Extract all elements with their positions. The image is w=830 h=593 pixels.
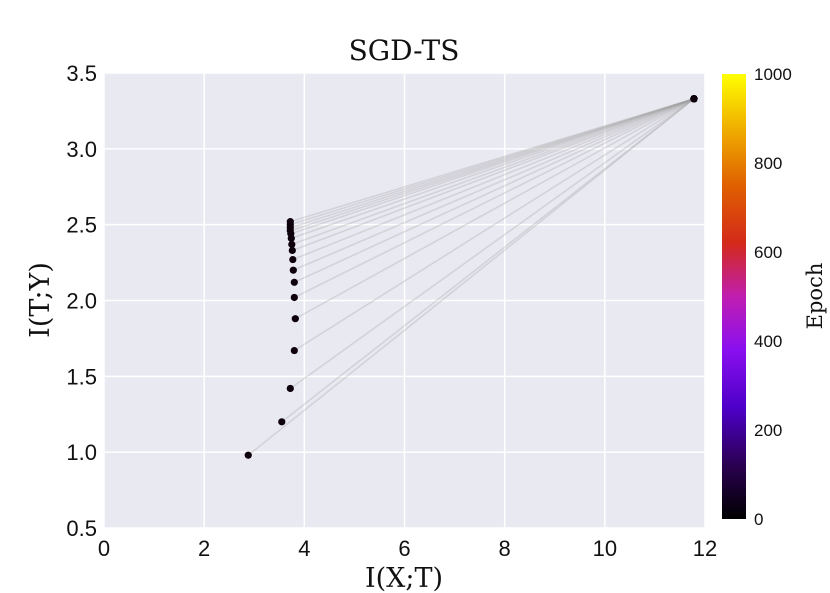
colorbar-tick-label: 1000 xyxy=(754,65,792,84)
x-tick-label: 12 xyxy=(693,536,717,561)
epoch-trajectory-line xyxy=(289,98,695,390)
data-point-hidden xyxy=(290,346,298,355)
colorbar-label: Epoch xyxy=(803,263,827,330)
epoch-trajectory-line xyxy=(290,98,695,232)
data-point-hidden xyxy=(278,418,286,426)
epoch-trajectory-line xyxy=(293,98,695,299)
data-point-output xyxy=(690,95,698,103)
data-point-hidden xyxy=(289,266,297,274)
y-tick-label: 1.5 xyxy=(66,364,97,389)
colorbar-tick-label: 400 xyxy=(754,332,782,351)
y-tick-label: 2.5 xyxy=(66,213,97,238)
x-tick-label: 2 xyxy=(198,536,210,561)
data-point-hidden xyxy=(288,246,296,255)
colorbar-tick-label: 800 xyxy=(754,154,782,173)
y-tick-label: 3.0 xyxy=(66,137,97,162)
colorbar-tick-label: 600 xyxy=(754,243,782,262)
y-axis-label: I(T;Y) xyxy=(25,262,56,338)
epoch-trajectory-line xyxy=(293,98,695,271)
x-tick-labels: 0 2 4 6 8 10 12 xyxy=(98,536,717,561)
colorbar-tick-labels: 0 200 400 600 800 1000 xyxy=(754,65,792,529)
data-point-hidden xyxy=(289,255,297,264)
data-points xyxy=(244,95,698,459)
epoch-trajectory-line xyxy=(293,98,695,284)
data-point-hidden xyxy=(286,384,294,393)
epoch-trajectory-line xyxy=(294,98,695,320)
epoch-trajectory-line xyxy=(281,98,695,423)
epoch-trajectory-line xyxy=(247,98,695,456)
epoch-trajectory-line xyxy=(290,98,695,235)
y-tick-label: 1.0 xyxy=(66,440,97,465)
data-point-hidden xyxy=(290,278,298,286)
colorbar-tick-label: 0 xyxy=(754,510,763,529)
data-point-hidden xyxy=(286,218,294,226)
epoch-trajectory-line xyxy=(290,98,695,229)
x-axis-label: I(X;T) xyxy=(365,563,443,593)
data-point-hidden xyxy=(244,451,252,459)
y-tick-labels: 0.5 1.0 1.5 2.0 2.5 3.0 3.5 xyxy=(66,61,97,541)
epoch-trajectory-line xyxy=(290,98,695,223)
data-point-hidden xyxy=(290,293,298,302)
y-tick-label: 2.0 xyxy=(66,289,97,314)
y-tick-label: 3.5 xyxy=(66,61,97,86)
epoch-trajectory-line xyxy=(292,98,695,252)
colorbar-tick-label: 200 xyxy=(754,421,782,440)
epoch-trajectory-line xyxy=(291,98,695,240)
chart-title: SGD-TS xyxy=(349,34,460,67)
colorbar xyxy=(722,74,746,519)
x-tick-label: 10 xyxy=(593,536,617,561)
trajectory-lines xyxy=(247,98,695,456)
epoch-trajectory-line xyxy=(293,98,695,352)
grid-lines xyxy=(103,72,706,529)
x-tick-label: 4 xyxy=(298,536,310,561)
x-tick-label: 8 xyxy=(499,536,511,561)
data-point-hidden xyxy=(288,240,296,248)
epoch-trajectory-line xyxy=(292,98,695,261)
epoch-trajectory-line xyxy=(291,98,695,246)
data-point-hidden xyxy=(291,315,299,323)
x-tick-label: 6 xyxy=(398,536,410,561)
y-tick-label: 0.5 xyxy=(66,516,97,541)
x-tick-label: 0 xyxy=(98,536,110,561)
epoch-trajectory-line xyxy=(290,98,695,226)
